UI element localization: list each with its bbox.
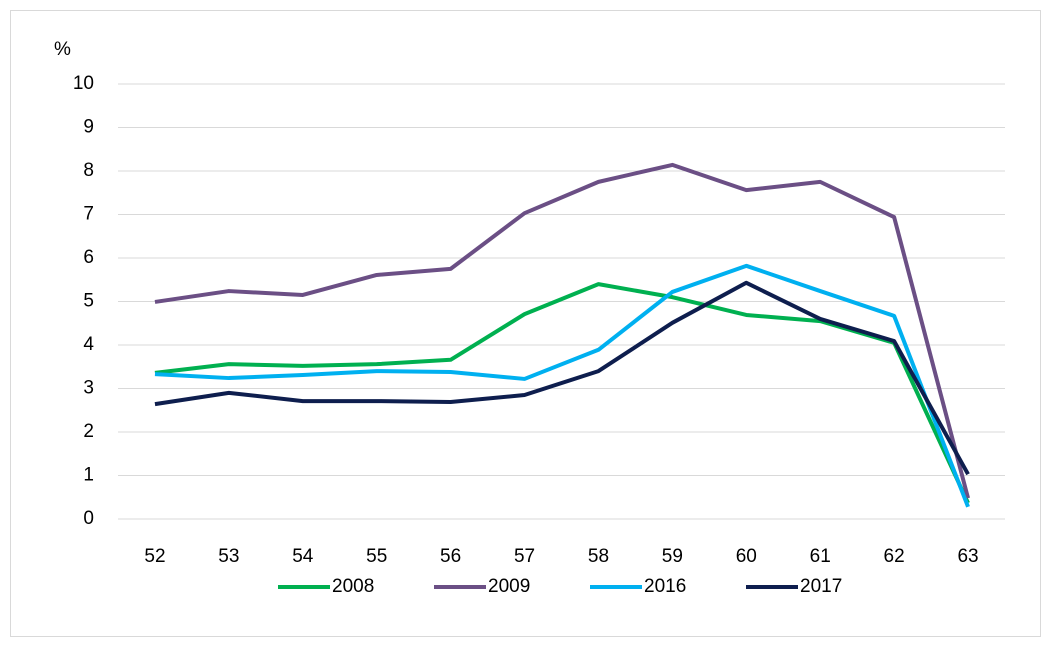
x-tick-label: 59 <box>662 546 683 567</box>
x-tick-label: 62 <box>884 546 905 567</box>
y-tick-label: 10 <box>73 73 94 94</box>
series-line <box>154 162 970 499</box>
series-line <box>154 280 970 476</box>
series-line <box>154 282 970 504</box>
y-tick-label: 6 <box>83 247 94 268</box>
x-tick-label: 60 <box>736 546 757 567</box>
x-tick-label: 56 <box>440 546 461 567</box>
y-tick-label: 4 <box>83 334 94 355</box>
y-tick-label: 0 <box>83 508 94 529</box>
y-axis-label: % <box>54 39 71 60</box>
x-tick-label: 58 <box>588 546 609 567</box>
y-tick-label: 9 <box>83 117 94 138</box>
y-tick-label: 7 <box>83 204 94 225</box>
y-tick-label: 3 <box>83 378 94 399</box>
x-tick-label: 55 <box>366 546 387 567</box>
x-tick-label: 52 <box>144 546 165 567</box>
legend-label: 2017 <box>800 576 842 597</box>
x-tick-label: 57 <box>514 546 535 567</box>
x-tick-label: 54 <box>292 546 314 567</box>
legend-label: 2009 <box>488 576 530 597</box>
legend-label: 2016 <box>644 576 686 597</box>
y-tick-label: 8 <box>83 160 94 181</box>
chart-frame <box>10 10 1041 637</box>
y-tick-label: 5 <box>83 291 94 312</box>
legend-label: 2008 <box>332 576 374 597</box>
x-tick-label: 53 <box>218 546 239 567</box>
y-tick-label: 1 <box>83 465 94 486</box>
x-tick-label: 61 <box>810 546 831 567</box>
y-tick-label: 2 <box>83 421 94 442</box>
series-line <box>154 263 970 508</box>
x-tick-label: 63 <box>957 546 978 567</box>
